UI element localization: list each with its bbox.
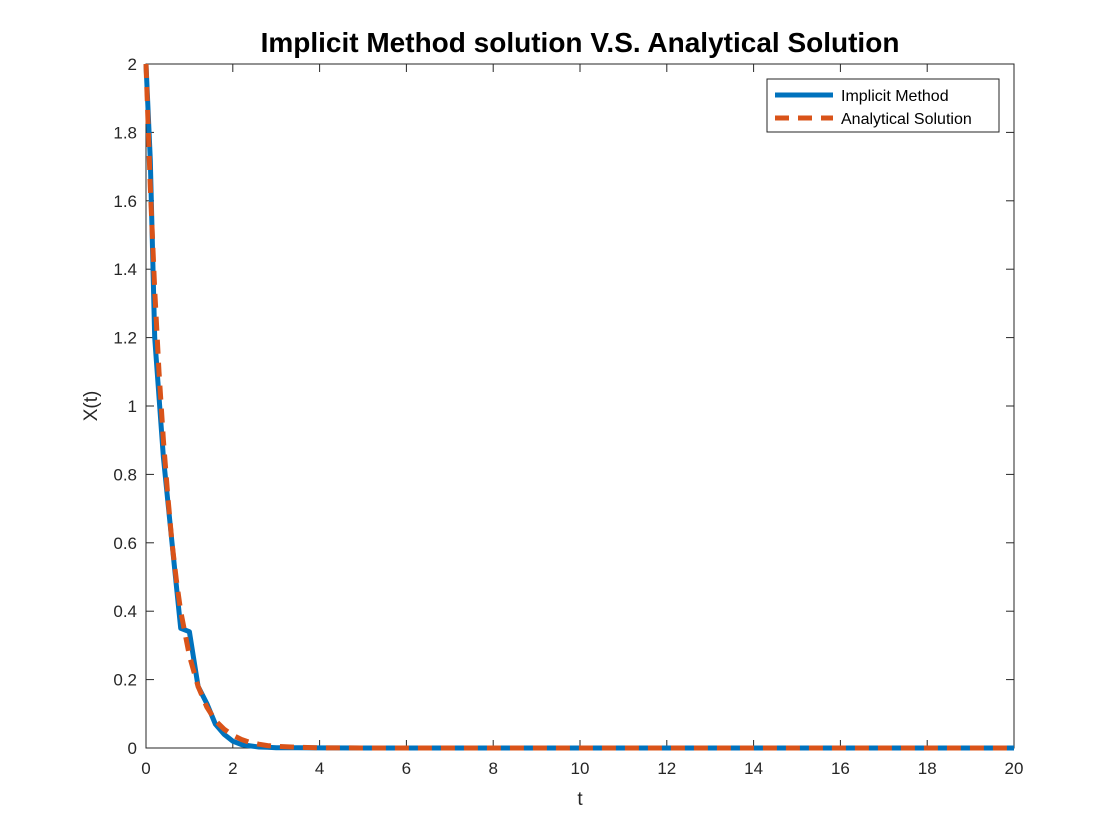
x-tick-label: 6	[402, 759, 411, 778]
legend-label-implicit-method: Implicit Method	[841, 88, 949, 105]
y-tick-label: 0.2	[113, 671, 137, 690]
y-axis-ticks: 0 0.2 0.4 0.6 0.8 1 1.2 1.4 1.6 1.8 2	[113, 55, 1014, 758]
y-tick-label: 1.4	[113, 260, 137, 279]
plot-area	[145, 63, 1015, 749]
x-tick-label: 18	[918, 759, 937, 778]
chart-title: Implicit Method solution V.S. Analytical…	[261, 27, 900, 58]
legend-label-analytical-solution: Analytical Solution	[841, 111, 972, 128]
x-tick-label: 12	[657, 759, 676, 778]
x-tick-label: 8	[488, 759, 497, 778]
x-tick-label: 20	[1005, 759, 1024, 778]
x-tick-label: 0	[141, 759, 150, 778]
series-line-implicit-method	[143, 63, 1014, 751]
x-tick-label: 2	[228, 759, 237, 778]
legend-box	[766, 78, 1000, 133]
y-tick-label: 1.2	[113, 329, 137, 348]
y-tick-label: 0	[128, 739, 137, 758]
y-tick-label: 0.6	[113, 534, 137, 553]
y-axis-label: X(t)	[81, 391, 102, 422]
x-tick-label: 16	[831, 759, 850, 778]
legend: Implicit Method Analytical Solution	[766, 78, 1000, 133]
series-layer	[143, 63, 1014, 751]
x-tick-label: 14	[744, 759, 763, 778]
y-tick-label: 0.8	[113, 465, 137, 484]
y-tick-label: 1.6	[113, 192, 137, 211]
series-line-analytical-solution	[143, 63, 1014, 751]
y-tick-label: 0.4	[113, 602, 137, 621]
x-axis-label: t	[577, 789, 583, 810]
y-tick-label: 2	[128, 55, 137, 74]
x-tick-label: 4	[315, 759, 324, 778]
y-tick-label: 1.8	[113, 123, 137, 142]
x-tick-label: 10	[571, 759, 590, 778]
y-tick-label: 1	[128, 397, 137, 416]
